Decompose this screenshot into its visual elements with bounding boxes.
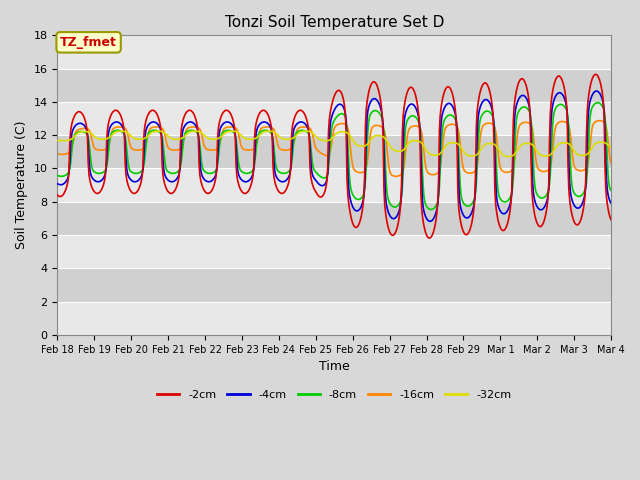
-16cm [206, 147, 214, 153]
-8cm [54, 173, 61, 179]
-8cm [427, 206, 435, 212]
Y-axis label: Soil Temperature (C): Soil Temperature (C) [15, 121, 28, 250]
Bar [58, 268, 611, 301]
-8cm [593, 100, 601, 106]
-4cm [54, 181, 61, 187]
Bar [58, 168, 611, 202]
-4cm [177, 157, 184, 163]
-4cm [593, 88, 600, 94]
-8cm [177, 163, 184, 169]
-16cm [120, 125, 128, 131]
Line: -16cm: -16cm [58, 120, 611, 176]
-16cm [177, 146, 184, 152]
-2cm [607, 217, 615, 223]
-2cm [426, 235, 433, 241]
-4cm [402, 110, 410, 116]
-32cm [301, 128, 309, 134]
Bar [58, 69, 611, 102]
X-axis label: Time: Time [319, 360, 349, 373]
-32cm [403, 144, 410, 149]
-16cm [403, 142, 410, 148]
-32cm [206, 136, 214, 142]
-8cm [206, 170, 214, 176]
-8cm [402, 126, 410, 132]
-32cm [120, 129, 128, 134]
-32cm [177, 136, 184, 142]
Bar [58, 202, 611, 235]
-4cm [206, 179, 214, 184]
Bar [58, 102, 611, 135]
Line: -8cm: -8cm [58, 103, 611, 209]
Bar [58, 36, 611, 69]
-16cm [596, 118, 604, 123]
-16cm [392, 173, 400, 179]
-16cm [607, 160, 615, 166]
-2cm [418, 206, 426, 212]
-32cm [63, 138, 71, 144]
-2cm [177, 136, 184, 142]
-8cm [120, 132, 128, 137]
Bar [58, 301, 611, 335]
-4cm [418, 179, 426, 185]
-32cm [607, 144, 615, 150]
-2cm [54, 192, 61, 198]
Bar [58, 235, 611, 268]
Line: -2cm: -2cm [58, 74, 611, 238]
-2cm [592, 72, 600, 77]
-16cm [63, 151, 71, 156]
-32cm [419, 141, 426, 147]
-2cm [63, 181, 71, 187]
-2cm [120, 133, 128, 139]
-4cm [607, 200, 615, 206]
-4cm [120, 131, 128, 136]
-16cm [419, 135, 426, 141]
-4cm [63, 176, 71, 182]
Legend: -2cm, -4cm, -8cm, -16cm, -32cm: -2cm, -4cm, -8cm, -16cm, -32cm [152, 385, 516, 404]
-8cm [418, 151, 426, 156]
Title: Tonzi Soil Temperature Set D: Tonzi Soil Temperature Set D [225, 15, 444, 30]
-2cm [402, 96, 410, 102]
-8cm [607, 188, 615, 193]
Line: -4cm: -4cm [58, 91, 611, 221]
-16cm [54, 151, 61, 157]
Line: -32cm: -32cm [58, 131, 611, 156]
-8cm [63, 171, 71, 177]
-2cm [206, 190, 214, 196]
-4cm [426, 218, 434, 224]
-32cm [504, 154, 512, 159]
Bar [58, 135, 611, 168]
Text: TZ_fmet: TZ_fmet [60, 36, 117, 49]
-32cm [54, 138, 61, 144]
